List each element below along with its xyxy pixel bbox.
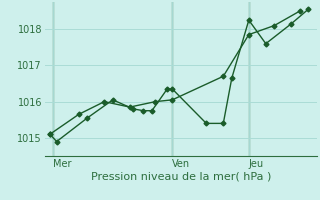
X-axis label: Pression niveau de la mer( hPa ): Pression niveau de la mer( hPa ) (91, 172, 271, 182)
